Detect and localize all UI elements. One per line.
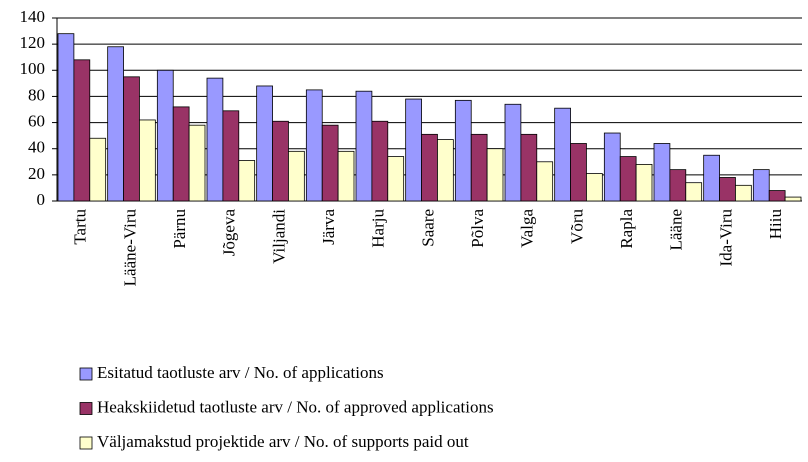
bar [454, 99, 472, 202]
bar [570, 143, 587, 202]
bar [321, 124, 339, 202]
bar [653, 143, 671, 202]
bar [554, 107, 571, 202]
bar [73, 59, 91, 202]
bar [635, 163, 653, 202]
x-tick-label: Hiiu [766, 209, 785, 240]
bar [172, 106, 190, 202]
bar [337, 150, 355, 202]
bar [305, 89, 323, 202]
x-tick-label: Saare [418, 209, 437, 247]
x-tick-label: Pärnu [170, 209, 189, 249]
bar [486, 148, 504, 202]
bar [238, 160, 256, 202]
bar [735, 184, 752, 202]
x-tick-label: Jõgeva [220, 209, 239, 257]
bar [156, 69, 174, 202]
y-tick-label: 80 [28, 85, 45, 104]
bar [703, 154, 720, 202]
y-tick-label: 60 [28, 111, 45, 130]
bar [504, 103, 522, 202]
legend-swatch [79, 436, 93, 450]
bar [355, 90, 373, 202]
x-tick-label: Järva [319, 209, 338, 245]
x-tick-label: Lääne [667, 209, 686, 251]
bar [256, 85, 273, 202]
legend-label: Väljamakstud projektide arv / No. of sup… [97, 432, 469, 451]
legend-label: Heakskiidetud taotluste arv / No. of app… [97, 397, 494, 416]
bar [288, 150, 305, 202]
bar [57, 33, 75, 202]
bar [222, 110, 240, 202]
bar [387, 156, 405, 202]
bar [123, 76, 140, 202]
y-tick-label: 0 [37, 190, 46, 209]
x-tick-label: Lääne-Viru [120, 209, 139, 287]
y-tick-label: 100 [20, 59, 46, 78]
bar [272, 120, 289, 202]
x-tick-label: Rapla [617, 209, 636, 249]
y-tick-label: 140 [20, 7, 46, 26]
bar [470, 133, 488, 202]
bar [371, 120, 389, 202]
bar [520, 133, 538, 202]
bar [139, 119, 156, 202]
bar [752, 169, 770, 202]
x-tick-label: Harju [369, 209, 388, 248]
bar [107, 46, 124, 202]
bar [206, 77, 224, 202]
y-tick-label: 40 [28, 138, 45, 157]
x-tick-label: Valga [518, 209, 537, 248]
bar [784, 196, 802, 202]
bar [405, 98, 422, 202]
y-tick-label: 120 [20, 33, 46, 52]
x-tick-label: Võru [567, 209, 586, 244]
bar [603, 132, 621, 202]
bar [619, 156, 637, 202]
x-tick-label: Ida-Viru [716, 209, 735, 267]
bar [719, 177, 736, 202]
bar [536, 161, 554, 202]
bar [421, 133, 438, 202]
x-tick-label: Tartu [71, 209, 90, 245]
bar [669, 169, 687, 202]
bar [89, 137, 107, 202]
bar [437, 139, 454, 202]
bar [586, 173, 603, 202]
x-tick-label: Põlva [468, 209, 487, 248]
bar [685, 182, 703, 202]
bar [768, 190, 786, 202]
legend-swatch [79, 402, 93, 415]
legend-label: Esitatud taotluste arv / No. of applicat… [97, 363, 384, 382]
y-tick-label: 20 [28, 164, 45, 183]
legend-swatch [79, 367, 93, 381]
bar [188, 124, 206, 202]
x-tick-label: Viljandi [269, 209, 288, 264]
